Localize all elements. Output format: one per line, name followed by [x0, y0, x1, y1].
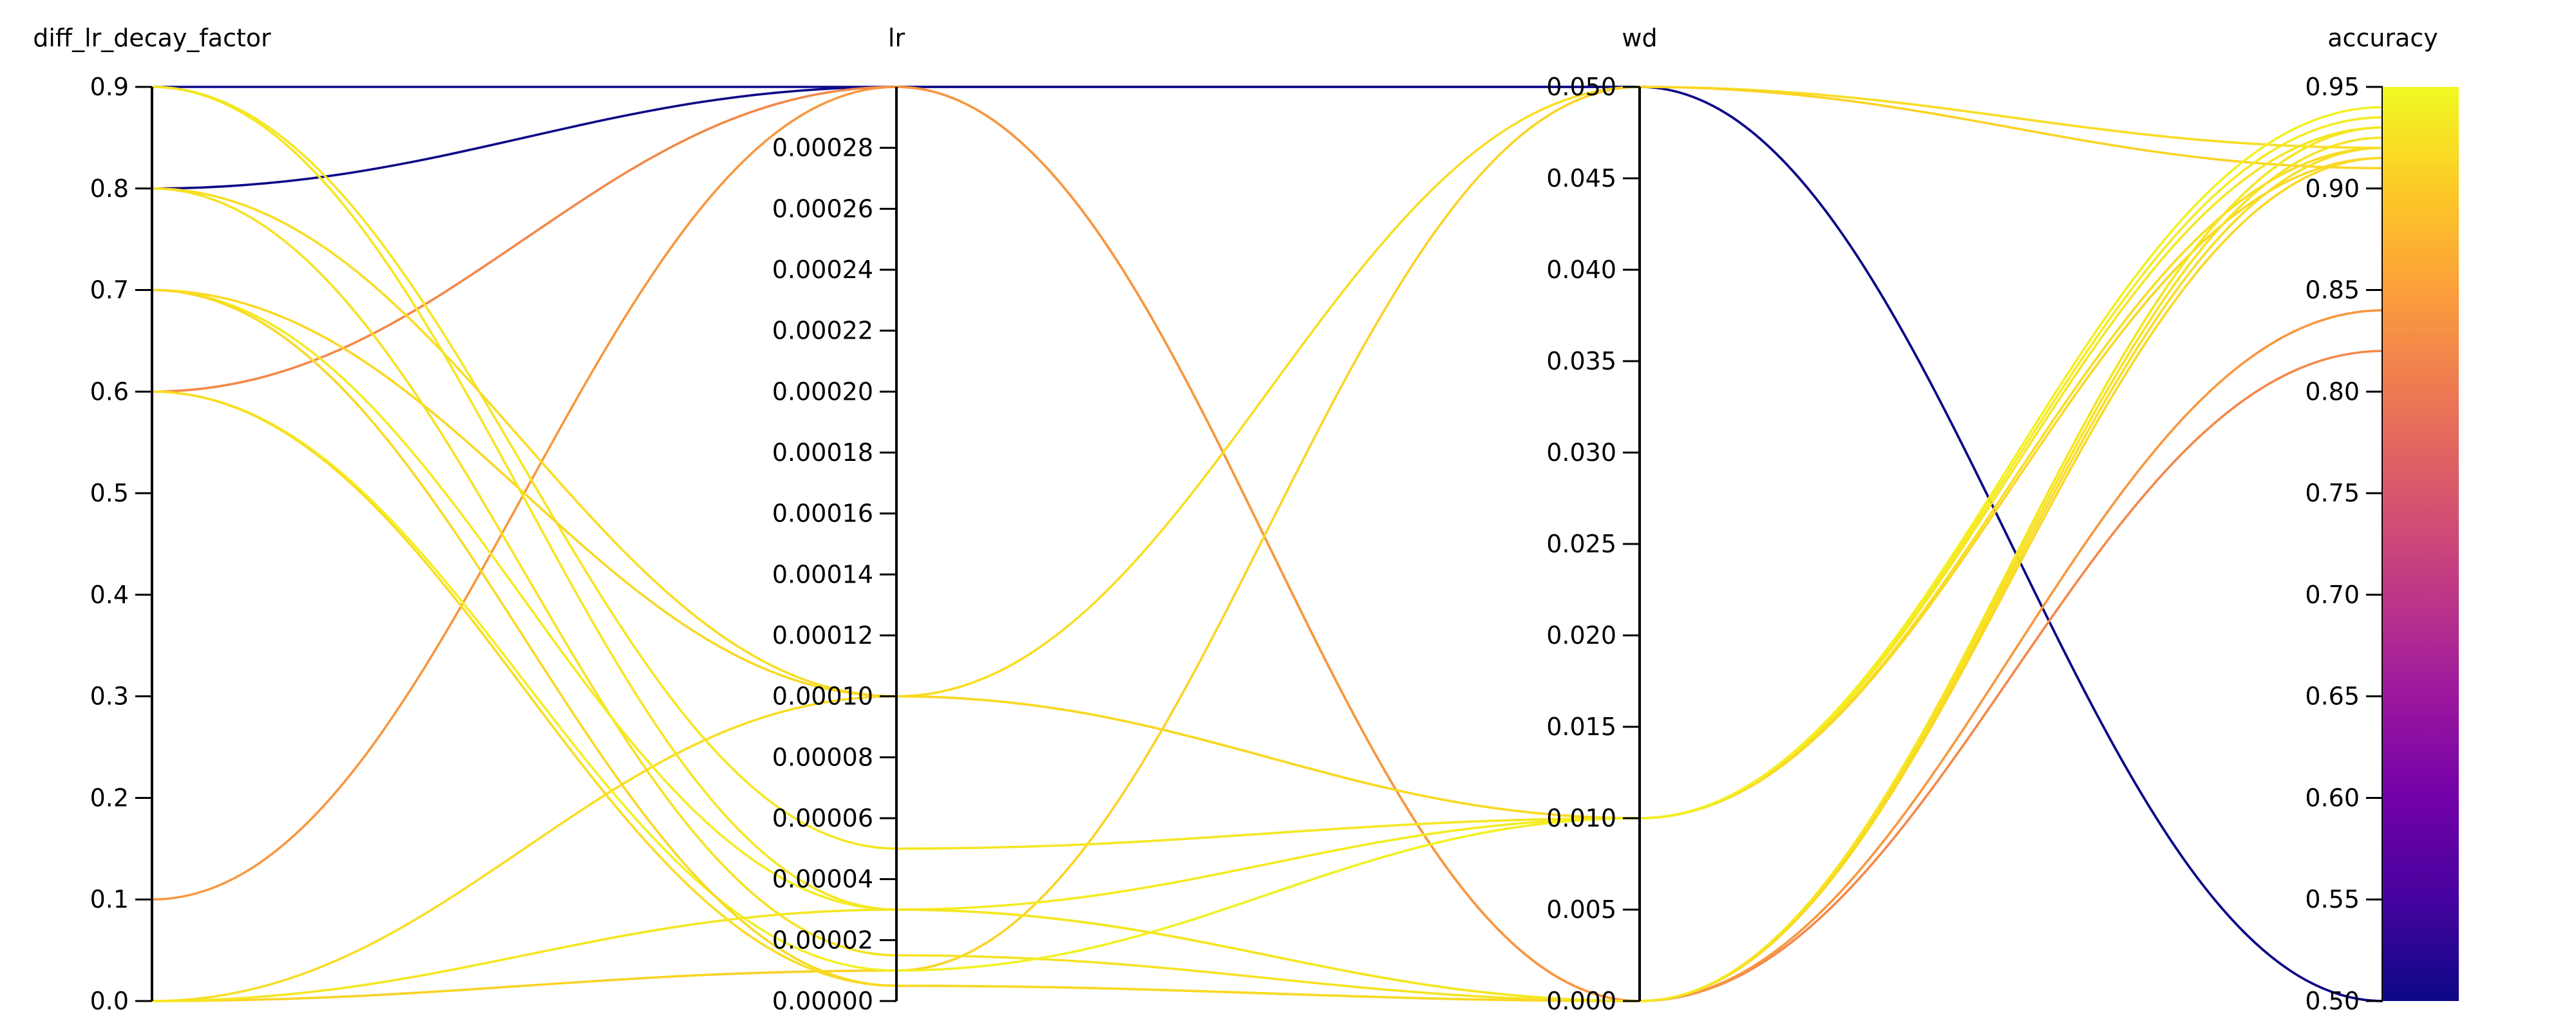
series-line-15 — [151, 126, 2383, 1002]
series-line-6 — [151, 86, 2383, 850]
axis-1: lr 0.00000 0.00002 0.00004 0.00006 0.00008 0.0… — [772, 24, 905, 1015]
tick-label: 0.025 — [1546, 530, 1616, 558]
tick-label: 0.00028 — [772, 134, 873, 162]
tick-label: 0.00002 — [772, 926, 873, 954]
tick-label: 0.1 — [90, 885, 129, 913]
tick-label: 0.00026 — [772, 194, 873, 223]
tick-label: 0.00010 — [772, 682, 873, 711]
axis-title: lr — [888, 24, 905, 52]
tick-label: 0.9 — [90, 73, 129, 101]
tick-label: 0.00012 — [772, 621, 873, 650]
tick-label: 0.65 — [2305, 682, 2360, 711]
axis-title: accuracy — [2327, 24, 2438, 52]
axis-2: wd 0.000 0.005 0.010 0.015 0.020 0.025 0.030 0.0… — [1546, 24, 1657, 1015]
tick-label: 0.00006 — [772, 804, 873, 832]
series-line-14 — [151, 156, 2383, 1002]
colorbar-gradient — [2383, 87, 2459, 1001]
data-lines — [151, 86, 2383, 1002]
tick-label: 0.035 — [1546, 347, 1616, 375]
tick-label: 0.020 — [1546, 621, 1616, 650]
tick-label: 0.4 — [90, 581, 129, 609]
axis-title: wd — [1622, 24, 1657, 52]
tick-label: 0.80 — [2305, 377, 2360, 406]
tick-label: 0.005 — [1546, 895, 1616, 924]
series-line-4 — [151, 86, 2383, 1002]
tick-label: 0.00014 — [772, 560, 873, 588]
tick-label: 0.3 — [90, 682, 129, 711]
tick-label: 0.70 — [2305, 581, 2360, 609]
tick-label: 0.8 — [90, 174, 129, 203]
tick-label: 0.55 — [2305, 885, 2360, 913]
tick-label: 0.00024 — [772, 256, 873, 284]
tick-label: 0.95 — [2305, 73, 2360, 101]
tick-label: 0.00016 — [772, 500, 873, 528]
tick-label: 0.010 — [1546, 804, 1616, 832]
tick-label: 0.00020 — [772, 377, 873, 406]
tick-label: 0.050 — [1546, 73, 1616, 101]
series-line-11 — [151, 116, 2383, 911]
series-line-10 — [151, 136, 2383, 1002]
tick-label: 0.85 — [2305, 276, 2360, 304]
tick-label: 0.040 — [1546, 256, 1616, 284]
tick-label: 0.00018 — [772, 438, 873, 467]
tick-label: 0.015 — [1546, 713, 1616, 741]
tick-label: 0.50 — [2305, 987, 2360, 1015]
axis-0: diff_lr_decay_factor 0.0 0.1 0.2 0.3 0.4 0.5 0.… — [33, 24, 271, 1015]
tick-label: 0.6 — [90, 377, 129, 406]
axis-title: diff_lr_decay_factor — [33, 24, 271, 52]
tick-label: 0.000 — [1546, 987, 1616, 1015]
tick-label: 0.00004 — [772, 865, 873, 894]
tick-label: 0.90 — [2305, 174, 2360, 203]
series-line-12 — [151, 106, 2383, 972]
axes: diff_lr_decay_factor 0.0 0.1 0.2 0.3 0.4 0.5 0.… — [33, 24, 2438, 1015]
tick-label: 0.7 — [90, 276, 129, 304]
tick-label: 0.60 — [2305, 783, 2360, 812]
accuracy-colorbar — [2383, 87, 2459, 1001]
series-line-5 — [151, 86, 2383, 1002]
tick-label: 0.00008 — [772, 743, 873, 771]
tick-label: 0.75 — [2305, 479, 2360, 507]
tick-label: 0.045 — [1546, 164, 1616, 192]
tick-label: 0.030 — [1546, 438, 1616, 467]
tick-label: 0.00022 — [772, 317, 873, 345]
tick-label: 0.0 — [90, 987, 129, 1015]
tick-label: 0.00000 — [772, 987, 873, 1015]
series-line-8 — [151, 156, 2383, 819]
series-line-1 — [152, 86, 2383, 1002]
tick-label: 0.5 — [90, 479, 129, 507]
tick-label: 0.2 — [90, 783, 129, 812]
series-line-7 — [151, 146, 2383, 819]
